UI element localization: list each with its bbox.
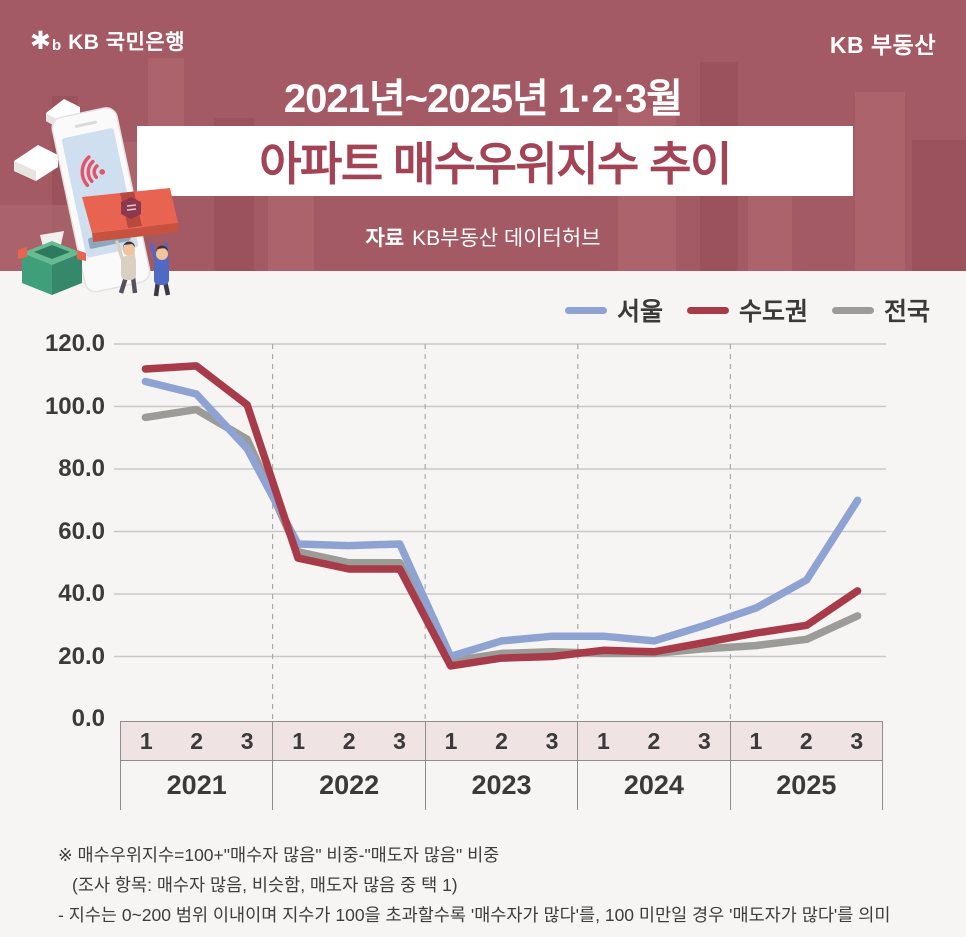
y-tick-label: 120.0	[44, 330, 105, 357]
page-title: 아파트 매수우위지수 추이	[259, 138, 732, 190]
y-tick-label: 0.0	[71, 705, 105, 732]
month-label: 1	[292, 727, 306, 754]
y-tick-label: 100.0	[44, 392, 105, 420]
title-banner: 아파트 매수우위지수 추이	[137, 126, 853, 196]
kb-real-estate-wordmark: KB 부동산	[829, 32, 936, 58]
kb-bank-wordmark: KB 국민은행	[68, 31, 186, 54]
month-label: 2	[495, 727, 508, 754]
year-label-2023: 2023	[426, 761, 579, 810]
year-label-2021: 2021	[120, 761, 274, 810]
legend-label: 전국	[883, 298, 930, 326]
footnote-line: ※ 매수우위지수=100+"매수자 많음" 비중-"매도자 많음" 비중	[58, 845, 500, 865]
month-label: 1	[444, 727, 458, 754]
x-axis-month-row: 1 2 3 1 2 3 1 2 3 1 2 3 1 2 3	[120, 721, 883, 761]
person-icon	[115, 239, 138, 294]
legend-item-jeonguk: 전국	[831, 292, 930, 328]
chart-legend: 서울 수도권 전국	[564, 292, 930, 328]
phone-gift-illustration	[14, 99, 179, 297]
kb-star-b: b	[51, 36, 62, 54]
series-line-전국	[141, 405, 862, 665]
year-label-2024: 2024	[578, 761, 731, 810]
month-cell-2021: 1 2 3	[121, 722, 274, 760]
footnote-line: (조사 항목: 매수자 많음, 비슷함, 매도자 많음 중 택 1)	[72, 875, 458, 895]
year-label-2025: 2025	[731, 761, 884, 810]
month-label: 1	[749, 727, 763, 754]
month-cell-2022: 1 2 3	[273, 722, 426, 760]
series-line-서울	[141, 377, 862, 661]
source-value: KB부동산 데이터허브	[412, 227, 601, 250]
x-axis-year-row: 2021 2022 2023 2024 2025	[120, 761, 884, 810]
month-label: 3	[393, 727, 406, 754]
month-label: 1	[139, 727, 153, 754]
period-subtitle: 2021년~2025년 1·2·3월	[283, 77, 683, 121]
month-label: 3	[697, 727, 711, 754]
red-parcel-icon	[82, 188, 179, 242]
y-tick-label: 80.0	[58, 455, 105, 482]
month-cell-2023: 1 2 3	[426, 722, 579, 760]
legend-label: 수도권	[738, 298, 808, 326]
month-cell-2024: 1 2 3	[578, 722, 731, 760]
month-label: 3	[240, 727, 254, 754]
month-label: 1	[597, 727, 610, 754]
seoul-line-swatch	[564, 306, 607, 314]
month-label: 2	[342, 727, 356, 754]
kb-kookmin-bank-logo: ✱ b KB 국민은행	[30, 26, 185, 56]
y-tick-label: 20.0	[58, 642, 105, 670]
data-source: 자료 KB부동산 데이터허브	[0, 222, 966, 252]
sudogwon-line-swatch	[686, 306, 729, 314]
y-tick-label: 40.0	[58, 580, 105, 607]
legend-item-sudogwon: 수도권	[686, 292, 808, 328]
month-label: 3	[850, 727, 864, 754]
footnote-line: - 지수는 0~200 범위 이내이며 지수가 100을 초과할수록 '매수자가…	[58, 905, 891, 925]
legend-item-seoul: 서울	[564, 292, 663, 328]
y-tick-label: 60.0	[58, 517, 105, 545]
month-cell-2025: 1 2 3	[731, 722, 882, 760]
year-label-2022: 2022	[273, 761, 426, 810]
legend-label: 서울	[616, 298, 663, 326]
month-label: 2	[647, 727, 661, 754]
green-giftbox-icon	[18, 231, 86, 295]
line-chart	[114, 343, 886, 719]
kb-star-icon: ✱	[30, 26, 51, 55]
month-label: 2	[799, 727, 813, 754]
month-label: 2	[190, 727, 204, 754]
jeonguk-line-swatch	[831, 306, 874, 314]
series-line-수도권	[141, 362, 862, 670]
wifi-icon	[80, 155, 99, 188]
month-label: 3	[545, 727, 559, 754]
person-icon	[150, 242, 171, 297]
footnotes: ※ 매수우위지수=100+"매수자 많음" 비중-"매도자 많음" 비중 (조사…	[58, 840, 948, 930]
source-label: 자료	[365, 227, 405, 250]
